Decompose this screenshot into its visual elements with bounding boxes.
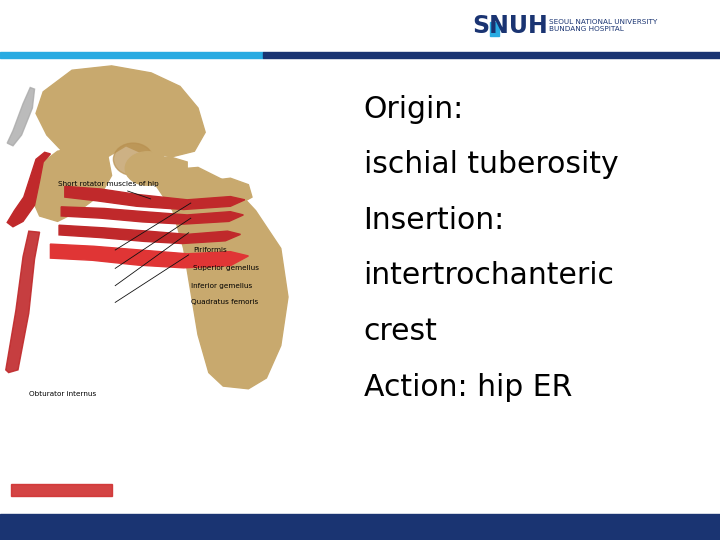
Text: intertrochanteric: intertrochanteric: [364, 261, 614, 291]
Polygon shape: [65, 186, 245, 210]
Text: SEOUL NATIONAL UNIVERSITY: SEOUL NATIONAL UNIVERSITY: [549, 18, 657, 25]
Polygon shape: [32, 146, 112, 221]
Text: Action: hip ER: Action: hip ER: [364, 373, 572, 402]
Text: ischial tuberosity: ischial tuberosity: [364, 150, 618, 179]
Bar: [490, 22, 499, 36]
Bar: [7, 60, 337, 500]
Polygon shape: [6, 231, 40, 373]
Polygon shape: [59, 225, 240, 244]
Bar: [0, 52, 263, 58]
Polygon shape: [7, 87, 35, 146]
Polygon shape: [7, 152, 50, 227]
Polygon shape: [50, 244, 248, 268]
Text: Inferior gemellus: Inferior gemellus: [191, 282, 252, 289]
Ellipse shape: [125, 152, 170, 185]
Ellipse shape: [114, 143, 153, 176]
Text: Obturator internus: Obturator internus: [29, 391, 96, 397]
Polygon shape: [144, 157, 187, 179]
Text: SNUH: SNUH: [472, 15, 548, 38]
Polygon shape: [61, 207, 243, 224]
Bar: [263, 52, 720, 58]
Text: Insertion:: Insertion:: [364, 206, 505, 235]
Text: Quadratus femoris: Quadratus femoris: [191, 299, 258, 306]
Text: Superior gemellus: Superior gemellus: [193, 265, 259, 272]
Bar: [11, 484, 112, 496]
Text: crest: crest: [364, 317, 438, 346]
Text: BUNDANG HOSPITAL: BUNDANG HOSPITAL: [549, 26, 624, 32]
Text: Short rotator muscles of hip: Short rotator muscles of hip: [58, 181, 158, 199]
Text: Piriformis: Piriformis: [193, 247, 227, 253]
Bar: [0, 514, 720, 540]
Polygon shape: [36, 66, 205, 162]
Text: Origin:: Origin:: [364, 94, 464, 124]
Polygon shape: [155, 167, 288, 389]
Polygon shape: [209, 178, 252, 205]
